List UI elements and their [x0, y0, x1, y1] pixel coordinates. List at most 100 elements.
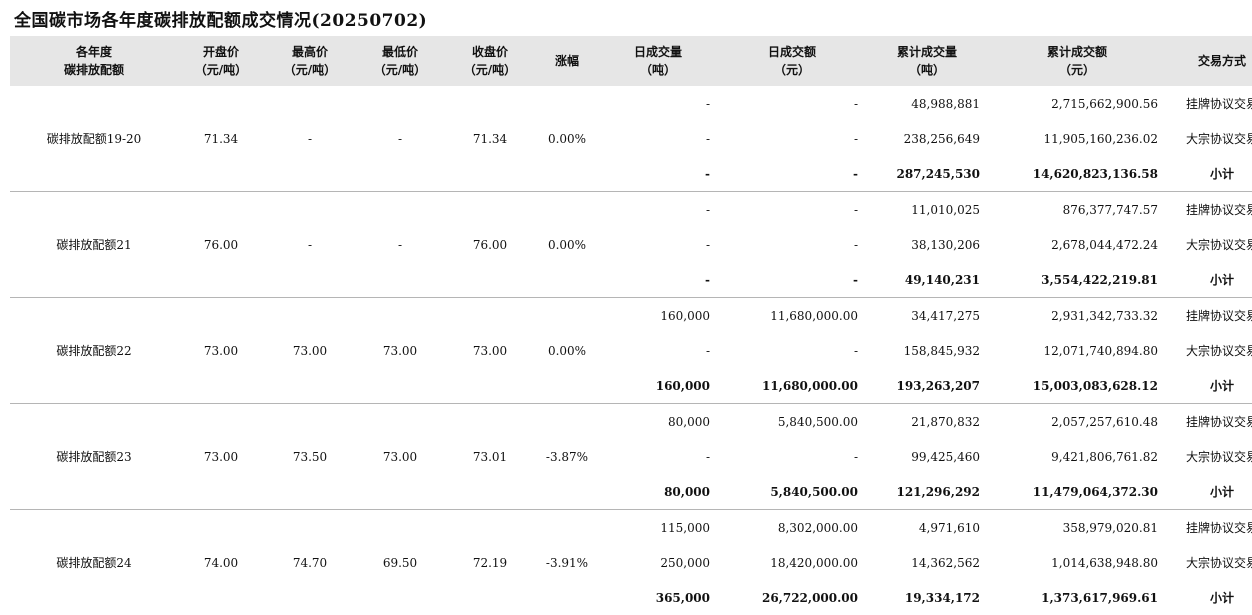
daily-amount-cell: - [718, 121, 866, 156]
header-label: 各年度 [14, 43, 174, 61]
col-cumulative-volume-header: 累计成交量（吨） [866, 36, 988, 86]
change-price-cell: 0.00% [536, 86, 598, 192]
header-label: 最高价 [268, 43, 352, 61]
header-label: 最低价 [360, 43, 440, 61]
high-price-cell: - [264, 86, 356, 192]
trade-method-cell: 大宗协议交易 [1166, 227, 1252, 262]
close-price-cell: 73.01 [444, 404, 536, 510]
header-unit: （元/吨） [268, 61, 352, 79]
high-price-cell: 73.50 [264, 404, 356, 510]
daily-amount-cell: 5,840,500.00 [718, 404, 866, 440]
allowance-name-cell: 碳排放配额24 [10, 510, 178, 615]
daily-volume-cell: 80,000 [598, 404, 718, 440]
high-price-cell: 73.00 [264, 298, 356, 404]
low-price-cell: - [356, 86, 444, 192]
daily-volume-cell: 160,000 [598, 298, 718, 334]
header-label: 涨幅 [540, 52, 594, 70]
trade-method-cell: 小计 [1166, 580, 1252, 615]
cumulative-volume-cell: 11,010,025 [866, 192, 988, 228]
header-label: 交易方式 [1170, 52, 1252, 70]
high-price-cell: 74.70 [264, 510, 356, 615]
daily-amount-cell: 8,302,000.00 [718, 510, 866, 546]
cumulative-amount-cell: 15,003,083,628.12 [988, 368, 1166, 404]
daily-volume-cell: - [598, 333, 718, 368]
close-price-cell: 71.34 [444, 86, 536, 192]
allowance-name-cell: 碳排放配额22 [10, 298, 178, 404]
header-unit: （元） [992, 61, 1162, 79]
low-price-cell: - [356, 192, 444, 298]
trade-method-cell: 挂牌协议交易 [1166, 192, 1252, 228]
cumulative-volume-cell: 49,140,231 [866, 262, 988, 298]
header-unit: （吨） [870, 61, 984, 79]
daily-amount-cell: - [718, 86, 866, 121]
daily-volume-cell: 115,000 [598, 510, 718, 546]
high-price-cell: - [264, 192, 356, 298]
daily-volume-cell: - [598, 439, 718, 474]
daily-amount-cell: - [718, 333, 866, 368]
change-price-cell: -3.87% [536, 404, 598, 510]
open-price-cell: 73.00 [178, 404, 264, 510]
header-label: 累计成交量 [870, 43, 984, 61]
col-close-price-header: 收盘价（元/吨） [444, 36, 536, 86]
trade-method-cell: 挂牌协议交易 [1166, 510, 1252, 546]
open-price-cell: 74.00 [178, 510, 264, 615]
cumulative-amount-cell: 2,715,662,900.56 [988, 86, 1166, 121]
col-year-allowance-header: 各年度碳排放配额 [10, 36, 178, 86]
cumulative-volume-cell: 121,296,292 [866, 474, 988, 510]
allowance-name-cell: 碳排放配额21 [10, 192, 178, 298]
daily-volume-cell: 160,000 [598, 368, 718, 404]
trade-method-cell: 大宗协议交易 [1166, 545, 1252, 580]
close-price-cell: 72.19 [444, 510, 536, 615]
cumulative-volume-cell: 238,256,649 [866, 121, 988, 156]
header-unit: 碳排放配额 [14, 61, 174, 79]
daily-amount-cell: - [718, 192, 866, 228]
header-unit: （吨） [602, 61, 714, 79]
cumulative-amount-cell: 2,057,257,610.48 [988, 404, 1166, 440]
col-high-price-header: 最高价（元/吨） [264, 36, 356, 86]
header-label: 日成交量 [602, 43, 714, 61]
daily-volume-cell: - [598, 86, 718, 121]
cumulative-amount-cell: 876,377,747.57 [988, 192, 1166, 228]
trade-method-cell: 挂牌协议交易 [1166, 404, 1252, 440]
cumulative-volume-cell: 34,417,275 [866, 298, 988, 334]
daily-amount-cell: 5,840,500.00 [718, 474, 866, 510]
low-price-cell: 69.50 [356, 510, 444, 615]
header-label: 累计成交额 [992, 43, 1162, 61]
trade-method-cell: 大宗协议交易 [1166, 439, 1252, 474]
allowance-trading-table: 各年度碳排放配额开盘价（元/吨）最高价（元/吨）最低价（元/吨）收盘价（元/吨）… [10, 36, 1252, 615]
daily-amount-cell: 11,680,000.00 [718, 298, 866, 334]
col-low-price-header: 最低价（元/吨） [356, 36, 444, 86]
col-change-header: 涨幅 [536, 36, 598, 86]
trade-method-cell: 挂牌协议交易 [1166, 86, 1252, 121]
daily-volume-cell: 250,000 [598, 545, 718, 580]
daily-amount-cell: - [718, 262, 866, 298]
cumulative-amount-cell: 2,678,044,472.24 [988, 227, 1166, 262]
cumulative-amount-cell: 358,979,020.81 [988, 510, 1166, 546]
col-daily-amount-header: 日成交额（元） [718, 36, 866, 86]
cumulative-amount-cell: 1,014,638,948.80 [988, 545, 1166, 580]
cumulative-volume-cell: 38,130,206 [866, 227, 988, 262]
col-daily-volume-header: 日成交量（吨） [598, 36, 718, 86]
page-title: 全国碳市场各年度碳排放配额成交情况(20250702) [14, 6, 427, 31]
daily-volume-cell: 365,000 [598, 580, 718, 615]
cumulative-volume-cell: 287,245,530 [866, 156, 988, 192]
trade-method-cell: 小计 [1166, 368, 1252, 404]
col-trade-method-header: 交易方式 [1166, 36, 1252, 86]
cumulative-amount-cell: 14,620,823,136.58 [988, 156, 1166, 192]
trade-method-cell: 小计 [1166, 474, 1252, 510]
daily-volume-cell: - [598, 192, 718, 228]
cumulative-amount-cell: 1,373,617,969.61 [988, 580, 1166, 615]
cumulative-volume-cell: 14,362,562 [866, 545, 988, 580]
cumulative-volume-cell: 21,870,832 [866, 404, 988, 440]
low-price-cell: 73.00 [356, 298, 444, 404]
cumulative-amount-cell: 9,421,806,761.82 [988, 439, 1166, 474]
trade-method-cell: 小计 [1166, 156, 1252, 192]
daily-amount-cell: - [718, 156, 866, 192]
trade-method-cell: 小计 [1166, 262, 1252, 298]
daily-amount-cell: 26,722,000.00 [718, 580, 866, 615]
daily-amount-cell: - [718, 439, 866, 474]
open-price-cell: 76.00 [178, 192, 264, 298]
